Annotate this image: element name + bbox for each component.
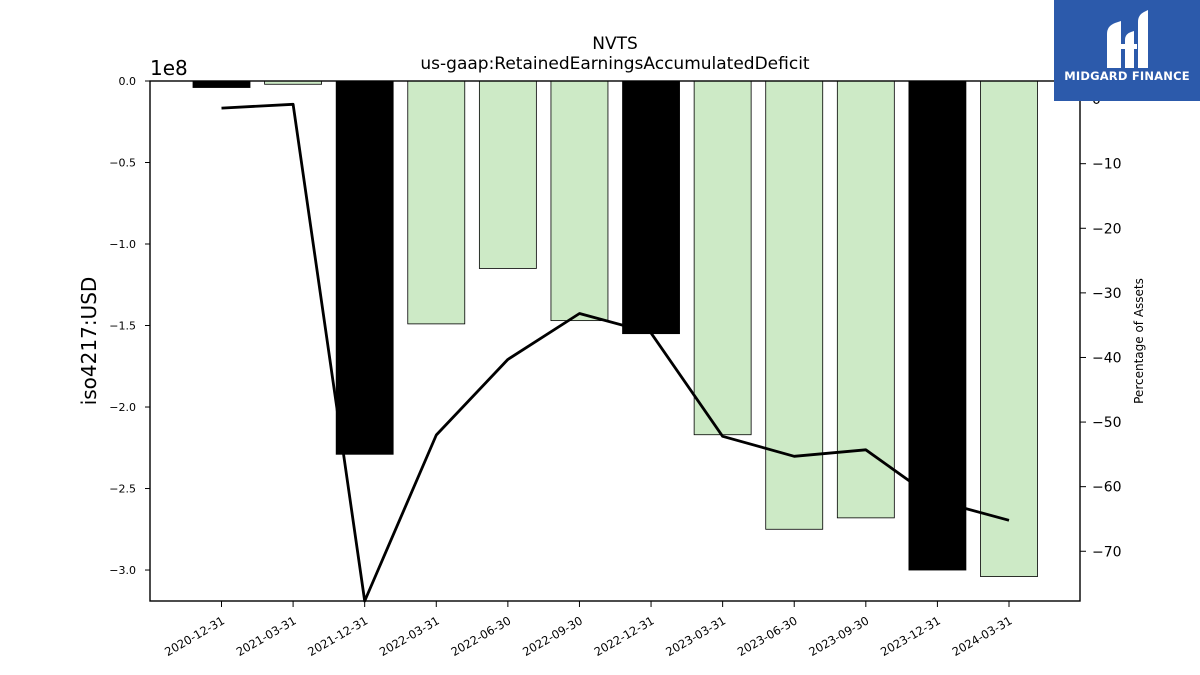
midgard-logo: MIDGARD FINANCE bbox=[1054, 0, 1200, 101]
y2-tick-label: −60 bbox=[1092, 480, 1122, 496]
x-tick-label: 2023-12-31 bbox=[878, 613, 943, 659]
bars-layer bbox=[192, 80, 1038, 577]
x-tick-label: 2024-03-31 bbox=[950, 613, 1015, 659]
y-tick-label: −1.5 bbox=[109, 320, 136, 333]
y-axis: 0.0 −0.5 −1.0 −1.5 −2.0 −2.5 −3.0 bbox=[109, 75, 150, 577]
bar-2022-12-31 bbox=[622, 80, 680, 335]
x-tick-label: 2022-06-30 bbox=[448, 613, 513, 659]
x-tick-label: 2023-03-31 bbox=[663, 613, 728, 659]
x-axis: 2020-12-31 2021-03-31 2021-12-31 2022-03-31… bbox=[162, 601, 1015, 659]
y2-tick-label: −20 bbox=[1092, 221, 1122, 237]
y-tick-label: −0.5 bbox=[109, 157, 136, 170]
y2-tick-label: −10 bbox=[1092, 157, 1122, 173]
y2-tick-label: −70 bbox=[1092, 544, 1122, 560]
bar-2022-09-30 bbox=[550, 80, 609, 322]
plot-frame bbox=[149, 80, 1081, 602]
x-tick-label: 2023-09-30 bbox=[806, 613, 871, 659]
y-tick-label: 0.0 bbox=[119, 75, 137, 88]
chart-subtitle: us-gaap:RetainedEarningsAccumulatedDefic… bbox=[420, 54, 810, 74]
x-tick-label: 2023-06-30 bbox=[735, 613, 800, 659]
midgard-logo-icon bbox=[1107, 10, 1148, 68]
bar-2022-06-30 bbox=[478, 80, 537, 269]
bar-2021-12-31 bbox=[335, 80, 394, 455]
y-tick-label: −1.0 bbox=[109, 238, 136, 251]
x-tick-label: 2022-12-31 bbox=[592, 613, 657, 659]
bar-2020-12-31 bbox=[192, 80, 251, 88]
y-offset-label: 1e8 bbox=[150, 56, 188, 80]
y2-tick-label: −40 bbox=[1092, 350, 1122, 366]
y2-axis: 0−10−20−30−40−50−60−70 bbox=[1080, 92, 1122, 560]
x-tick-label: 2021-12-31 bbox=[305, 613, 370, 659]
y2-tick-label: −50 bbox=[1092, 415, 1122, 431]
x-tick-label: 2020-12-31 bbox=[162, 613, 227, 659]
y2-axis-label: Percentage of Assets bbox=[1132, 278, 1146, 404]
x-tick-label: 2022-09-30 bbox=[520, 613, 585, 659]
chart-title: NVTS bbox=[592, 34, 638, 54]
bar-2023-12-31 bbox=[908, 80, 967, 571]
bar-2024-03-31 bbox=[980, 80, 1038, 577]
y-tick-label: −2.0 bbox=[109, 401, 136, 414]
bar-2022-03-31 bbox=[407, 80, 466, 325]
y-tick-label: −3.0 bbox=[109, 564, 136, 577]
bar-2023-09-30 bbox=[836, 80, 895, 519]
logo-text: MIDGARD FINANCE bbox=[1064, 69, 1190, 83]
y2-tick-label: −30 bbox=[1092, 286, 1122, 302]
y-axis-label: iso4217:USD bbox=[77, 277, 101, 406]
bar-2023-03-31 bbox=[693, 80, 752, 436]
x-tick-label: 2022-03-31 bbox=[377, 613, 442, 659]
x-tick-label: 2021-03-31 bbox=[234, 613, 299, 659]
bar-2023-06-30 bbox=[765, 80, 824, 530]
pct-of-assets-line bbox=[221, 102, 1010, 603]
y-tick-label: −2.5 bbox=[109, 483, 136, 496]
